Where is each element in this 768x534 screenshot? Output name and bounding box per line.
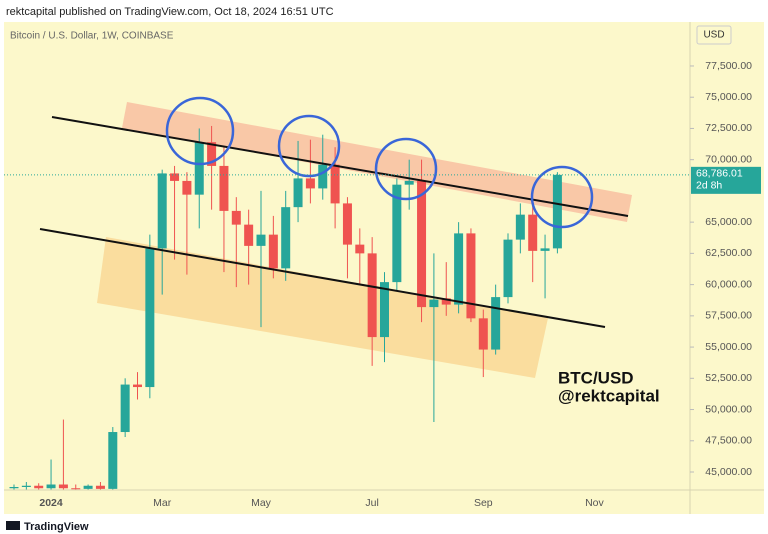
candle-body bbox=[182, 180, 192, 195]
candle-body bbox=[244, 224, 254, 246]
highlight-circle bbox=[277, 114, 341, 178]
candle-body bbox=[404, 180, 414, 185]
chart-subtitle: Bitcoin / U.S. Dollar, 1W, COINBASE bbox=[10, 31, 174, 42]
candle-body bbox=[46, 484, 56, 489]
x-tick-label: 2024 bbox=[39, 497, 63, 509]
x-tick-label: Mar bbox=[153, 497, 172, 509]
candle-body bbox=[256, 234, 266, 246]
candle-body bbox=[552, 174, 562, 249]
y-tick-label: 77,500.00 bbox=[705, 60, 752, 72]
last-price-label: 68,786.01 bbox=[696, 168, 743, 180]
annotation-text: @rektcapital bbox=[558, 386, 660, 405]
candle-body bbox=[120, 384, 130, 433]
logo-icon bbox=[6, 521, 20, 530]
candle-body bbox=[21, 485, 31, 488]
candle-body bbox=[478, 318, 488, 350]
x-tick-label: Jul bbox=[365, 497, 378, 509]
candle-body bbox=[83, 485, 93, 489]
candle-body bbox=[95, 485, 105, 489]
price-axis-area bbox=[690, 22, 764, 490]
y-tick-label: 45,000.00 bbox=[705, 466, 752, 478]
support-band bbox=[97, 237, 548, 378]
candle-body bbox=[145, 248, 155, 388]
candle-body bbox=[281, 207, 291, 269]
candle-body bbox=[108, 432, 118, 489]
candle-body bbox=[133, 384, 142, 388]
candle-body bbox=[515, 214, 525, 240]
logo: TradingView bbox=[6, 521, 89, 533]
candle-body bbox=[9, 487, 19, 489]
y-tick-label: 72,500.00 bbox=[705, 122, 752, 134]
candle-body bbox=[429, 299, 439, 308]
candle-body bbox=[268, 234, 278, 269]
y-tick-label: 62,500.00 bbox=[705, 247, 752, 259]
candle-body bbox=[466, 233, 476, 319]
lower-trendline bbox=[39, 228, 606, 328]
header: rektcapital published on TradingView.com… bbox=[6, 6, 334, 18]
currency-label: USD bbox=[703, 30, 724, 41]
highlight-circle bbox=[374, 137, 438, 201]
countdown-label: 2d 8h bbox=[696, 180, 722, 192]
candle-body bbox=[503, 239, 513, 298]
candle-body bbox=[417, 180, 427, 308]
candle-body bbox=[157, 173, 167, 249]
y-tick-label: 55,000.00 bbox=[705, 341, 752, 353]
candle-body bbox=[34, 485, 44, 489]
candle-body bbox=[58, 484, 68, 489]
x-tick-label: Sep bbox=[474, 497, 493, 509]
currency-box[interactable] bbox=[696, 25, 732, 45]
y-tick-label: 65,000.00 bbox=[705, 216, 752, 228]
candle-body bbox=[528, 214, 538, 251]
candle-body bbox=[71, 488, 81, 490]
candle-body bbox=[491, 297, 501, 350]
candle-body bbox=[441, 298, 451, 305]
y-tick-label: 50,000.00 bbox=[705, 403, 752, 415]
candle-body bbox=[380, 282, 389, 338]
footer: TradingView bbox=[24, 521, 89, 533]
highlight-circle bbox=[165, 96, 235, 166]
y-tick-label: 75,000.00 bbox=[705, 91, 752, 103]
candle-body bbox=[219, 165, 229, 211]
candle-body bbox=[355, 244, 365, 254]
candle-body bbox=[207, 142, 217, 166]
highlight-circle bbox=[530, 165, 594, 229]
annotation-lines bbox=[39, 96, 629, 328]
candle-body bbox=[170, 173, 180, 181]
annotation-text: BTC/USD bbox=[558, 368, 634, 387]
candle-body bbox=[194, 142, 204, 195]
candle-body bbox=[454, 233, 464, 305]
candle-body bbox=[342, 203, 352, 245]
x-tick-label: May bbox=[251, 497, 272, 509]
y-tick-label: 70,000.00 bbox=[705, 153, 752, 165]
candle-body bbox=[305, 178, 315, 189]
y-tick-label: 57,500.00 bbox=[705, 310, 752, 322]
candles bbox=[9, 125, 562, 490]
candle-body bbox=[330, 164, 340, 204]
candle-body bbox=[367, 253, 377, 338]
x-tick-label: Nov bbox=[585, 497, 604, 509]
y-tick-label: 60,000.00 bbox=[705, 278, 752, 290]
candle-body bbox=[231, 210, 241, 225]
candle-body bbox=[540, 248, 550, 251]
y-tick-label: 47,500.00 bbox=[705, 435, 752, 447]
candle-body bbox=[293, 178, 303, 208]
candle-body bbox=[392, 184, 402, 283]
last-price-box bbox=[691, 166, 761, 194]
y-tick-label: 52,500.00 bbox=[705, 372, 752, 384]
time-axis-area bbox=[4, 490, 764, 514]
candle-body bbox=[318, 164, 328, 189]
